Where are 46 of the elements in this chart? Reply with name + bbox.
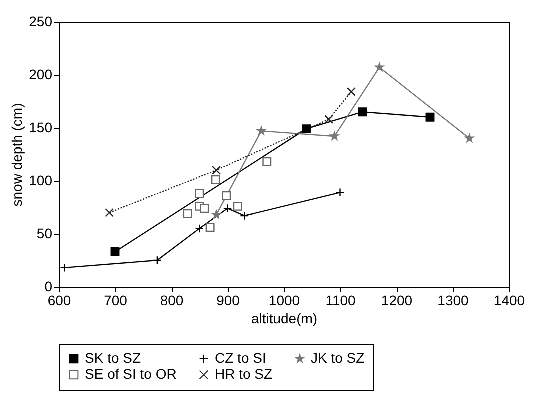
point	[257, 126, 266, 135]
point	[211, 175, 220, 184]
x-tick-label: 1300	[438, 292, 470, 308]
y-tick-label: 0	[44, 278, 53, 294]
point	[262, 157, 272, 166]
y-tick-label: 150	[29, 120, 53, 136]
x-tick-label: 600	[48, 292, 72, 308]
point	[110, 248, 120, 256]
point	[206, 223, 215, 232]
point	[212, 210, 221, 219]
point	[336, 188, 345, 198]
point	[240, 212, 250, 220]
x-tick-label: 1000	[268, 292, 300, 308]
point	[200, 204, 210, 214]
x-tick-label: 1100	[326, 292, 356, 308]
point	[233, 202, 242, 211]
legend-label: HR to SZ	[215, 366, 274, 382]
legend-label: SE of SI to OR	[85, 366, 177, 382]
legend-label: JK to SZ	[311, 350, 366, 366]
x-tick-label: 800	[160, 292, 184, 308]
point	[222, 191, 232, 200]
point	[223, 204, 232, 214]
point	[105, 208, 114, 218]
y-tick-label: 200	[29, 66, 53, 82]
y-tick-label: 50	[36, 226, 53, 242]
point	[60, 263, 70, 272]
point	[152, 256, 162, 265]
x-tick-label: 900	[216, 292, 240, 308]
point	[212, 166, 221, 175]
x-tick-label: 700	[104, 292, 128, 308]
point	[195, 189, 204, 198]
x-tick-label: 1400	[494, 292, 526, 308]
point	[426, 112, 435, 122]
point	[302, 124, 311, 134]
point	[195, 224, 204, 234]
legend-label: CZ to SI	[215, 350, 266, 366]
y-tick-label: 250	[29, 14, 53, 30]
x-axis-title: altitude(m)	[251, 310, 318, 326]
point	[183, 209, 192, 218]
point	[324, 115, 334, 124]
x-tick-label: 1200	[381, 292, 413, 308]
legend-label: SK to SZ	[85, 350, 142, 366]
point	[358, 108, 368, 117]
y-axis-title: snow depth (cm)	[9, 103, 26, 207]
y-tick-label: 100	[29, 172, 53, 188]
point	[347, 87, 356, 96]
